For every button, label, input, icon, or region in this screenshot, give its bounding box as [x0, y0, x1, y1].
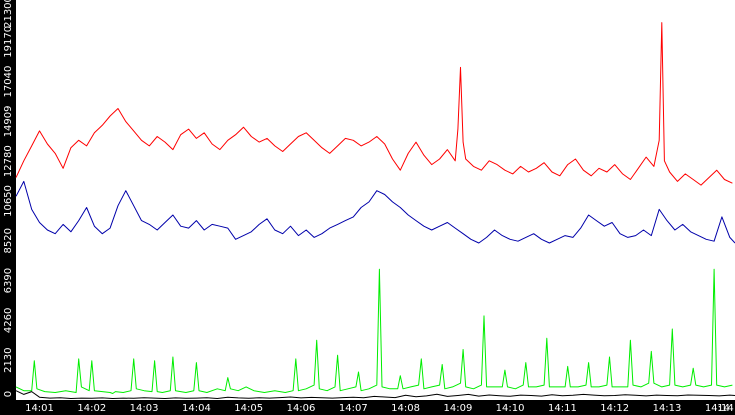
- x-axis-band: [0, 400, 735, 415]
- x-tick-label: 14:07: [339, 403, 368, 414]
- y-tick-labels: 0 2130 4260 6390 8520 10650 12780 14909 17040 191…: [3, 0, 14, 397]
- y-tick-label: 21300: [3, 0, 14, 28]
- series-line-2: [15, 268, 733, 394]
- y-tick-label: 19170: [3, 26, 14, 58]
- series-line-1: [15, 180, 735, 244]
- x-tick-label: 14:06: [287, 403, 316, 414]
- y-tick-label: 12780: [3, 145, 14, 177]
- x-tick-label: 14:01: [25, 403, 54, 414]
- series-layer: [15, 22, 735, 399]
- y-axis-band: [0, 0, 16, 415]
- x-tick-label: 14:04: [182, 403, 211, 414]
- x-tick-label: 14:08: [391, 403, 420, 414]
- series-line-3: [15, 390, 735, 399]
- x-tick-label: 14:02: [77, 403, 106, 414]
- y-tick-label: 0: [3, 391, 14, 397]
- x-tick-label: 14:14: [705, 403, 734, 414]
- x-tick-label: 14:05: [234, 403, 263, 414]
- y-tick-label: 14909: [3, 105, 14, 137]
- y-tick-label: 4260: [3, 308, 14, 333]
- x-tick-label: 14:11: [548, 403, 577, 414]
- y-tick-label: 2130: [3, 347, 14, 372]
- x-tick-label: 14:13: [653, 403, 682, 414]
- x-tick-label: 14: [717, 403, 730, 414]
- x-tick-labels: 14:01 14:02 14:03 14:04 14:05 14:06 14:07 14:08…: [25, 403, 734, 414]
- y-tick-label: 6390: [3, 268, 14, 293]
- y-tick-label: 17040: [3, 66, 14, 98]
- x-tick-label: 14:09: [443, 403, 472, 414]
- series-line-0: [15, 22, 733, 186]
- y-tick-label: 8520: [3, 228, 14, 253]
- x-tick-label: 14:10: [496, 403, 525, 414]
- x-tick-label: 14:12: [600, 403, 629, 414]
- x-tick-label: 14:03: [130, 403, 159, 414]
- y-tick-label: 10650: [3, 185, 14, 217]
